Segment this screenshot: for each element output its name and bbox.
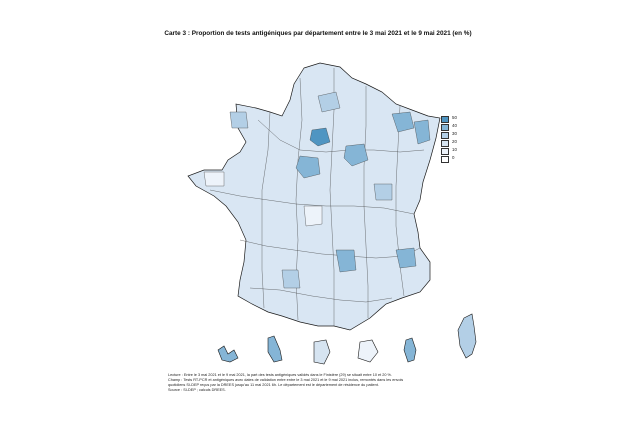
legend-item: 50: [441, 115, 471, 124]
note-source: Source : SI-DEP ; calculs DREES.: [168, 388, 226, 392]
legend-swatch: [441, 148, 449, 155]
legend-swatch: [441, 132, 449, 139]
legend: 50 40 30 20 10 0: [441, 115, 471, 163]
department-borders: [209, 68, 425, 326]
region-guadeloupe: [217, 345, 239, 363]
legend-item: 0: [441, 155, 471, 164]
note-champ-continued: quotidiens SI-DEP reçus par la DREES jus…: [168, 383, 379, 387]
region-martinique: [267, 335, 283, 363]
legend-swatch: [441, 116, 449, 123]
map-title: Carte 3 : Proportion de tests antigéniqu…: [164, 30, 472, 37]
region-mayotte: [403, 337, 417, 363]
legend-item: 20: [441, 139, 471, 148]
footnotes: Lecture : Entre le 3 mai 2021 et le 9 ma…: [168, 373, 468, 393]
legend-label: 30: [452, 131, 457, 136]
legend-swatch: [441, 156, 449, 163]
legend-item: 30: [441, 131, 471, 140]
region-guyane: [313, 339, 331, 365]
note-lecture: Lecture : Entre le 3 mai 2021 et le 9 ma…: [168, 373, 392, 377]
legend-swatch: [441, 140, 449, 147]
region-corse: [457, 313, 477, 359]
legend-label: 0: [452, 155, 455, 160]
region-metropole: [187, 62, 441, 331]
legend-label: 40: [452, 123, 457, 128]
legend-label: 10: [452, 147, 457, 152]
note-champ: Champ : Tests RT-PCR et antigéniques ave…: [168, 378, 404, 382]
legend-label: 50: [452, 115, 457, 120]
legend-item: 10: [441, 147, 471, 156]
legend-swatch: [441, 124, 449, 131]
legend-item: 40: [441, 123, 471, 132]
legend-label: 20: [452, 139, 457, 144]
high-value-departments: [203, 91, 431, 289]
region-reunion: [357, 339, 379, 363]
